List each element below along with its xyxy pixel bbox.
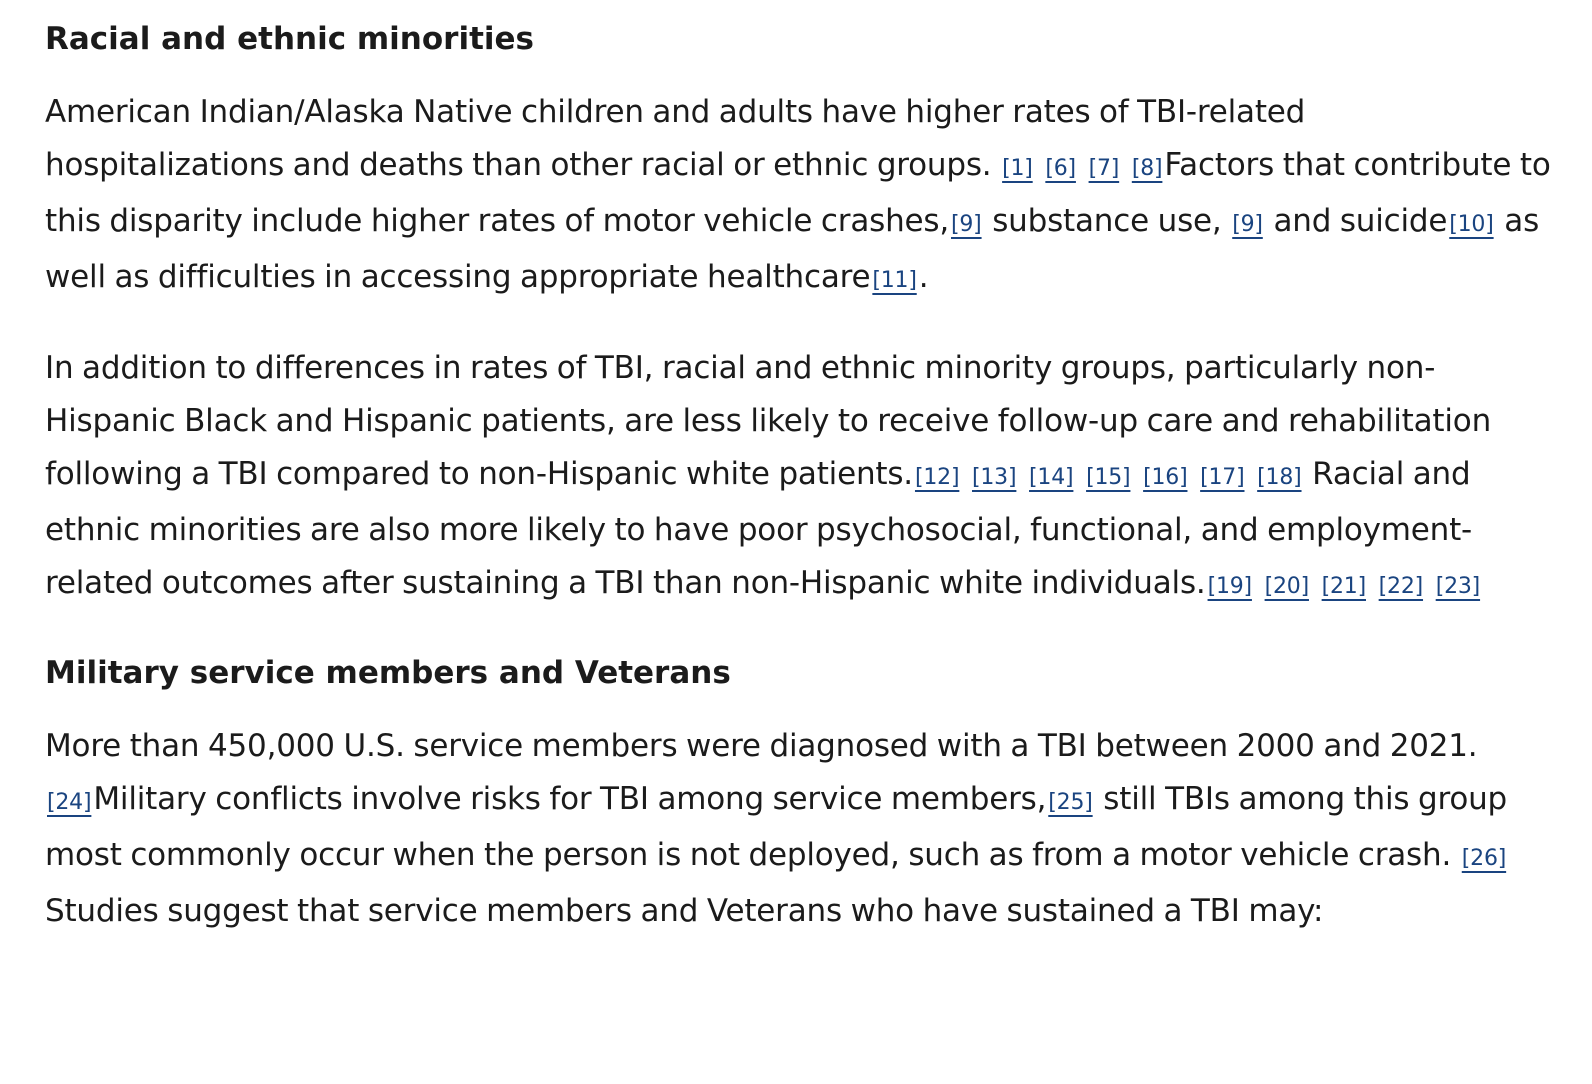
paragraph-text: . [918,259,929,295]
paragraph-military-tbi: More than 450,000 U.S. service members w… [45,720,1552,938]
citation-link[interactable]: [18] [1257,465,1302,490]
paragraph-text: as well as difficulties in accessing app… [45,203,1540,295]
citation-link[interactable]: [20] [1264,574,1310,599]
citation-link[interactable]: [22] [1378,574,1424,599]
citation-link[interactable]: [7] [1088,156,1120,181]
paragraph-text: American Indian/Alaska Native children a… [45,94,1306,183]
citation-link[interactable]: [13] [972,465,1017,490]
paragraph-text: still TBIs among this group most commonl… [45,781,1508,873]
paragraph-text: Studies suggest that service members and… [45,893,1324,929]
paragraph-text: and suicide [1264,203,1448,239]
citation-link[interactable]: [11] [872,268,917,293]
citation-link[interactable]: [6] [1045,156,1076,181]
citation-link[interactable]: [9] [951,212,982,237]
citation-link[interactable]: [14] [1029,465,1074,490]
paragraph-text: More than 450,000 U.S. service members w… [45,728,1478,764]
citation-link[interactable]: [17] [1200,465,1245,490]
citation-link[interactable]: [15] [1086,465,1131,490]
paragraph-text: Racial and ethnic minorities are also mo… [45,456,1473,601]
citation-link[interactable]: [9] [1232,212,1263,237]
paragraph-text: In addition to differences in rates of T… [45,350,1492,492]
citation-link[interactable]: [24] [47,790,92,815]
citation-link[interactable]: [26] [1461,846,1507,871]
paragraph-text: Military conflicts involve risks for TBI… [93,781,1047,817]
paragraph-text: Factors that contribute to this disparit… [45,147,1551,239]
section-heading-racial-ethnic-minorities: Racial and ethnic minorities [45,21,535,57]
citation-link[interactable]: [1] [1002,156,1033,181]
citation-link[interactable]: [12] [914,465,960,490]
citation-link[interactable]: [16] [1143,465,1188,490]
citation-link[interactable]: [21] [1321,574,1367,599]
paragraph-tbi-disparity: American Indian/Alaska Native children a… [45,86,1552,307]
paragraph-follow-up-care: In addition to differences in rates of T… [45,342,1552,613]
article-body: Racial and ethnic minorities American In… [45,21,1552,938]
citation-link[interactable]: [25] [1048,790,1093,815]
citation-link[interactable]: [8] [1131,156,1163,181]
citation-link[interactable]: [19] [1207,574,1253,599]
citation-link[interactable]: [23] [1435,574,1481,599]
paragraph-text: substance use, [983,203,1231,239]
citation-link[interactable]: [10] [1449,212,1494,237]
section-heading-military-veterans: Military service members and Veterans [45,655,731,691]
